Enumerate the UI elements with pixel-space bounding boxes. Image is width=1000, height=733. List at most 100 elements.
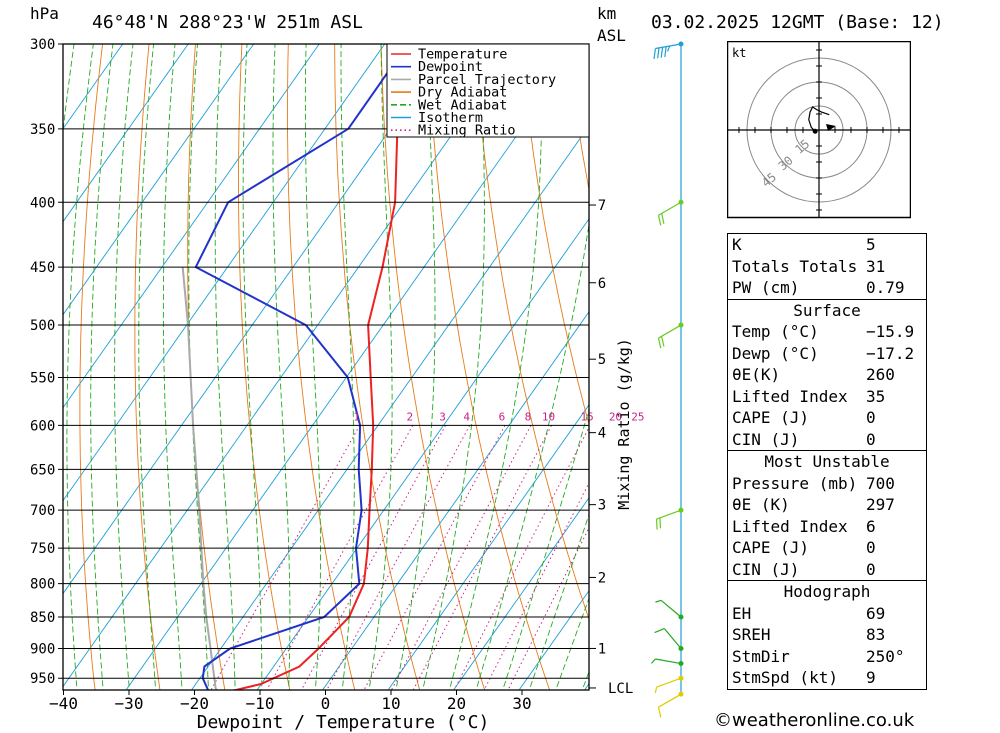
table-row-label: Totals Totals bbox=[732, 256, 858, 276]
isotherm-line bbox=[63, 44, 255, 316]
wet-adiabat-line bbox=[90, 44, 114, 690]
isotherm-line bbox=[63, 44, 386, 502]
table-row: StmDir 250° bbox=[728, 646, 926, 668]
wind-barb bbox=[656, 509, 682, 520]
wet-adiabat-line bbox=[162, 44, 183, 690]
km-unit-label: km bbox=[597, 4, 617, 23]
table-row: θE(K) 260 bbox=[728, 364, 926, 386]
mixing-ratio-label: 6 bbox=[499, 410, 506, 423]
mixing-ratio-line bbox=[453, 426, 589, 690]
mixing-ratio-line bbox=[507, 526, 589, 690]
temperature-tick-label: −10 bbox=[246, 694, 275, 713]
wind-barb-feather bbox=[653, 48, 656, 59]
hodograph-trace-start bbox=[812, 128, 818, 134]
table-row-value: 9 bbox=[866, 668, 876, 687]
mixing-ratio-line bbox=[300, 425, 447, 690]
wet-adiabat-line bbox=[214, 44, 236, 690]
mixing-ratio-line bbox=[483, 481, 589, 690]
mixing-ratio-line bbox=[266, 425, 414, 690]
table-row-value: −15.9 bbox=[866, 322, 915, 341]
isotherm-line bbox=[0, 44, 57, 690]
wind-barb bbox=[663, 628, 682, 649]
km-tick-label: 2 bbox=[598, 570, 606, 586]
table-section-title: Surface bbox=[793, 300, 861, 320]
pressure-tick-label: 550 bbox=[30, 370, 55, 386]
dry-adiabat-line bbox=[473, 44, 589, 621]
table-row-label: CAPE (J) bbox=[732, 408, 810, 427]
km-tick-label: 4 bbox=[598, 426, 606, 442]
wet-adiabat-line bbox=[188, 44, 209, 690]
pressure-tick-label: 500 bbox=[30, 318, 55, 334]
dry-adiabat-line bbox=[79, 44, 104, 690]
wet-adiabat-line bbox=[395, 44, 436, 690]
mixing-ratio-line bbox=[390, 425, 532, 690]
wet-adiabat-line bbox=[502, 407, 589, 690]
pressure-tick-label: 450 bbox=[30, 260, 55, 276]
mixing-ratio-label: 3 bbox=[439, 410, 446, 423]
pressure-tick-label: 800 bbox=[30, 577, 55, 593]
table-row-label: PW (cm) bbox=[732, 278, 800, 297]
temperature-tick-label: 10 bbox=[381, 694, 400, 713]
wind-barb-feather bbox=[655, 599, 662, 603]
table-row-value: −17.2 bbox=[866, 343, 915, 363]
table-row: Totals Totals 31 bbox=[728, 256, 926, 278]
wind-barb bbox=[655, 658, 682, 665]
table-row-value: 260 bbox=[866, 365, 895, 384]
km-tick-label: 7 bbox=[598, 198, 606, 214]
isotherm-line bbox=[322, 311, 589, 690]
table-row: CAPE (J) 0 bbox=[728, 407, 926, 429]
wet-adiabat-line bbox=[138, 44, 157, 690]
mixing-ratio-line bbox=[210, 425, 361, 690]
pressure-tick-label: 650 bbox=[30, 462, 55, 478]
table-row-value: 0 bbox=[866, 429, 876, 449]
wind-barb-feather bbox=[657, 215, 662, 226]
mixing-ratio-label: 10 bbox=[542, 410, 555, 423]
mixing-ratio-label: 2 bbox=[406, 410, 413, 423]
wet-adiabat-line bbox=[422, 44, 485, 690]
wind-barb-feather bbox=[654, 686, 658, 693]
table-row-label: θE (K) bbox=[732, 495, 790, 514]
index-table: K 5 Totals Totals 31 PW (cm) 0.79 Surface Temp… bbox=[727, 233, 927, 690]
pressure-unit-label: hPa bbox=[30, 4, 59, 23]
table-row-label: Lifted Index bbox=[732, 386, 848, 406]
datetime-title: 03.02.2025 12GMT (Base: 12) bbox=[651, 12, 944, 33]
table-row: Lifted Index 6 bbox=[728, 516, 926, 538]
copyright-footer: ©weatheronline.co.uk bbox=[714, 710, 915, 731]
parcel-trajectory-line bbox=[181, 267, 218, 690]
pressure-tick-label: 700 bbox=[30, 503, 55, 519]
mixing-ratio-line bbox=[326, 425, 471, 690]
table-row-value: 297 bbox=[866, 495, 895, 514]
wet-adiabat-line bbox=[66, 44, 94, 690]
wind-barb-feather bbox=[651, 658, 656, 664]
mixing-ratio-label: 8 bbox=[525, 410, 532, 423]
table-row-value: 700 bbox=[866, 473, 895, 493]
table-row-label: StmDir bbox=[732, 646, 790, 666]
table-row: StmSpd (kt) 9 bbox=[728, 667, 926, 689]
isotherm-line bbox=[63, 44, 517, 688]
isotherm-line bbox=[63, 44, 451, 595]
wind-barb-feather bbox=[660, 47, 664, 58]
dry-adiabat-line bbox=[427, 44, 551, 690]
legend-entry: Parcel Trajectory bbox=[418, 72, 556, 88]
mixing-ratio-label: 1 bbox=[353, 410, 360, 423]
table-row: PW (cm) 0.79 bbox=[728, 277, 926, 299]
dewpoint-line bbox=[194, 44, 409, 690]
hodograph-trace bbox=[808, 106, 830, 132]
mixing-ratio-label: 25 bbox=[631, 410, 644, 423]
km-tick-label: 3 bbox=[598, 498, 606, 514]
table-row-label: K bbox=[732, 235, 742, 254]
table-row: SREH 83 bbox=[728, 624, 926, 646]
table-row-value: 0.79 bbox=[866, 278, 905, 297]
wind-barb-feather bbox=[661, 213, 665, 224]
legend-entry: Wet Adiabat bbox=[418, 97, 507, 113]
lcl-label: LCL bbox=[608, 681, 633, 697]
storm-motion-marker bbox=[826, 124, 836, 131]
temperature-tick-label: −30 bbox=[115, 694, 144, 713]
dry-adiabat-line bbox=[938, 44, 1000, 695]
mixing-ratio-line bbox=[363, 425, 506, 690]
pressure-tick-label: 850 bbox=[30, 610, 55, 626]
table-row-label: CAPE (J) bbox=[732, 538, 810, 557]
